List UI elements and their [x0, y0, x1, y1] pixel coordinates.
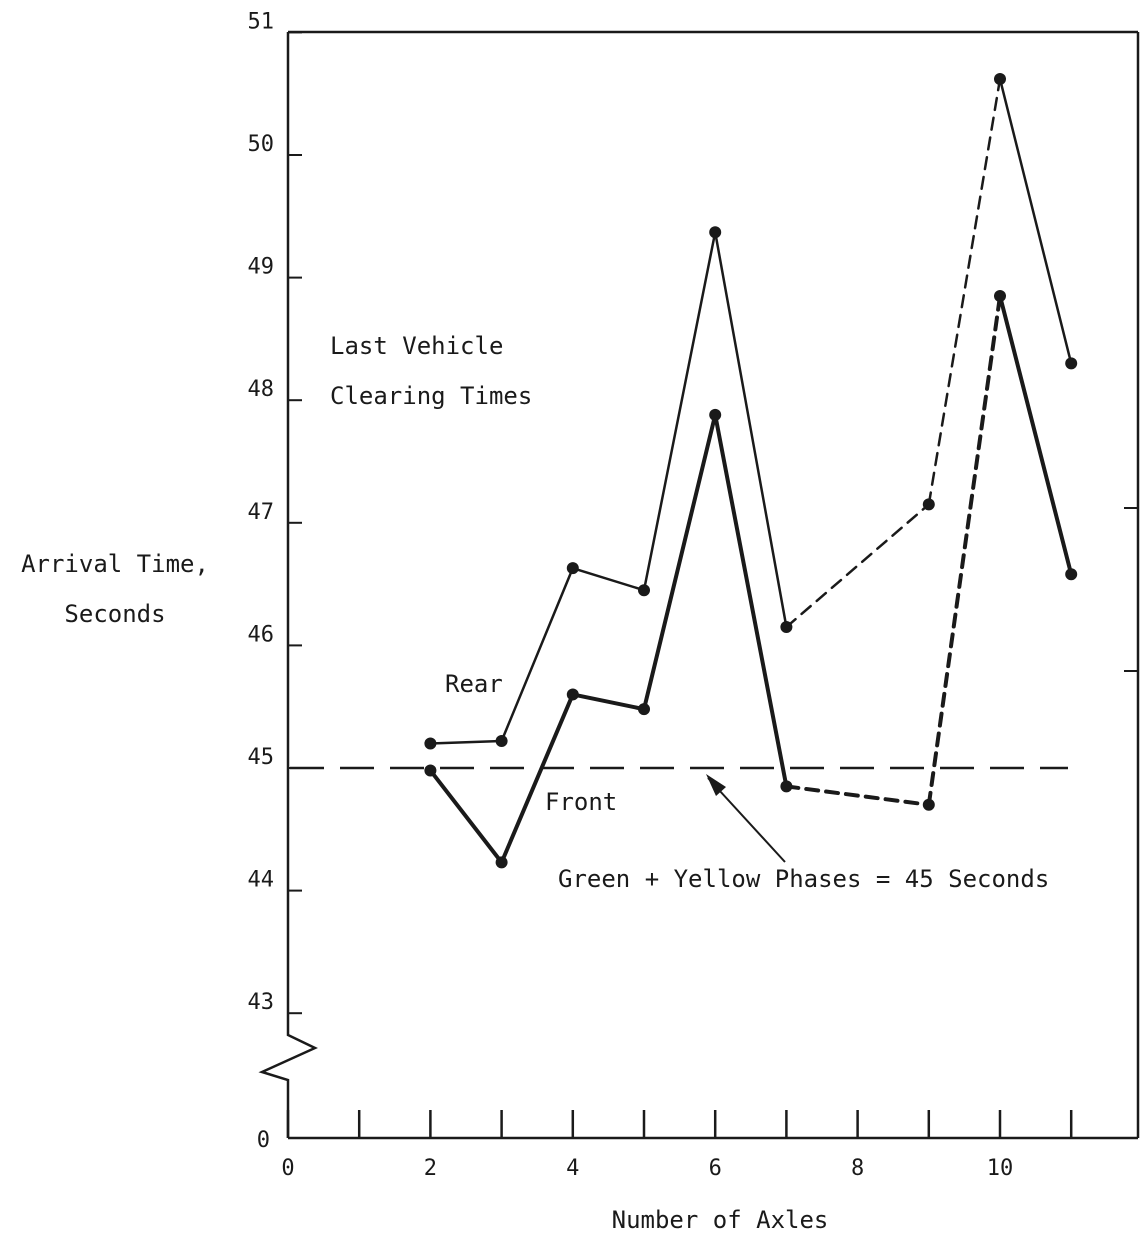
text-labels: Number of Axles Arrival Time, Seconds La… [21, 332, 1049, 1234]
x-tick-label: 6 [709, 1156, 722, 1181]
series-front-segment [428, 768, 504, 865]
series-front-segment [998, 293, 1074, 577]
y-tick-label: 51 [248, 9, 275, 34]
series-rear-point [638, 584, 650, 597]
series-front-segment [926, 293, 1002, 807]
threshold-pointer-arrow [706, 774, 726, 796]
series-label-front: Front [545, 788, 617, 816]
series-rear-point [922, 498, 935, 511]
series-rear-segment [571, 566, 646, 592]
series-rear-point [424, 737, 437, 750]
series-group [424, 72, 1078, 869]
y-origin-label: 0 [257, 1128, 270, 1153]
series-front-point [638, 703, 650, 716]
y-tick-label: 46 [248, 622, 275, 647]
y-tick-label: 44 [248, 868, 275, 893]
series-rear-segment [500, 566, 575, 743]
threshold-pointer [707, 777, 786, 863]
series-front-segment [784, 784, 931, 807]
series-rear-point [780, 621, 793, 634]
series-front-point [1065, 568, 1078, 581]
series-front-point [709, 408, 722, 421]
series-front-point [566, 688, 579, 701]
series-front-point [922, 798, 935, 811]
x-tick-label: 10 [987, 1156, 1014, 1181]
series-rear-point [709, 226, 722, 239]
y-tick-label: 49 [248, 255, 275, 280]
series-rear-point [566, 562, 579, 575]
series-rear-segment [713, 230, 788, 629]
series-rear-segment [927, 77, 1002, 506]
series-rear-segment [429, 739, 503, 745]
series-front-segment [713, 412, 789, 789]
y-tick-label: 48 [248, 377, 275, 402]
annotation-line2: Clearing Times [330, 382, 532, 410]
threshold-line-group [290, 766, 1068, 863]
series-front-point [780, 780, 793, 793]
series-label-rear: Rear [445, 670, 503, 698]
series-front-segment [499, 692, 575, 865]
series-rear-segment [785, 503, 931, 629]
x-axis-title: Number of Axles [612, 1206, 829, 1234]
series-front-point [424, 764, 437, 777]
series-front-point [994, 289, 1006, 302]
x-tick-label: 0 [281, 1156, 294, 1181]
x-tick-label: 8 [851, 1156, 864, 1181]
series-rear-point [495, 735, 508, 748]
series-rear-point [994, 72, 1006, 85]
series-rear-segment [642, 230, 717, 592]
series-rear-point [1065, 357, 1078, 370]
y-tick-label: 50 [248, 132, 275, 157]
series-front-segment [642, 412, 718, 712]
x-tick-label: 4 [566, 1156, 579, 1181]
y-axis-break-line [258, 32, 318, 1138]
series-front-segment [570, 692, 646, 712]
x-tick-label: 2 [424, 1156, 437, 1181]
y-axis-title-line2: Seconds [64, 600, 165, 628]
y-axis-title-line1: Arrival Time, [21, 550, 209, 578]
y-tick-label: 45 [248, 745, 275, 770]
plot-frame [258, 30, 1140, 1140]
y-tick-label: 47 [248, 500, 275, 525]
annotation-line1: Last Vehicle [330, 332, 503, 360]
threshold-label: Green + Yellow Phases = 45 Seconds [558, 865, 1049, 893]
series-rear-segment [998, 77, 1073, 365]
series-front-point [495, 856, 508, 869]
y-tick-label: 43 [248, 990, 275, 1015]
